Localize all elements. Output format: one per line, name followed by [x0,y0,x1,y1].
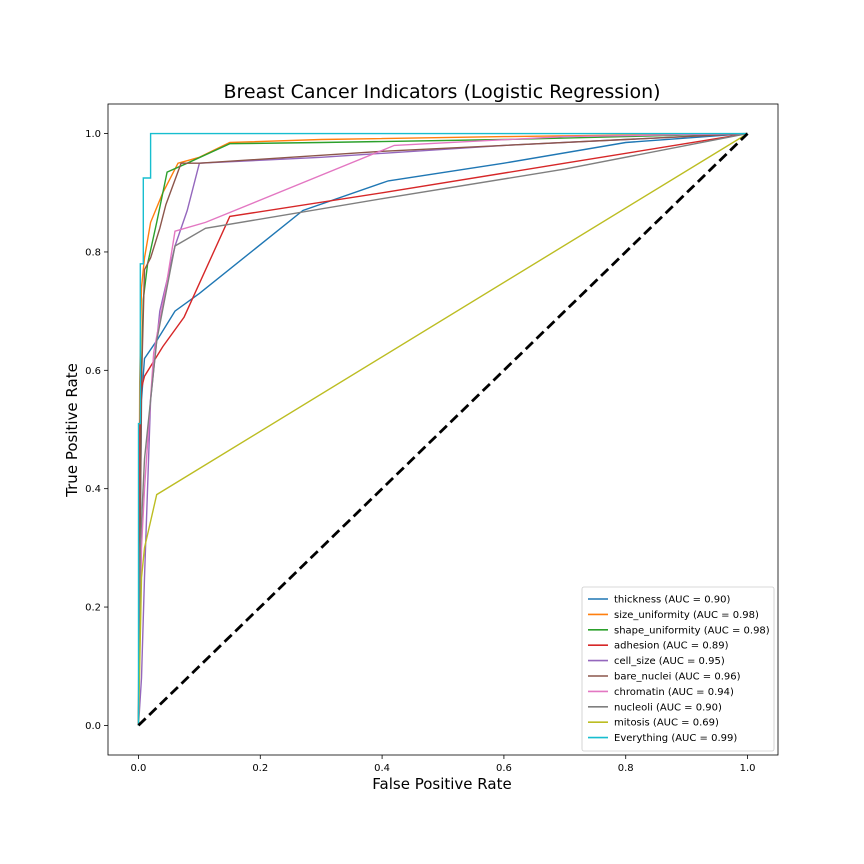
x-tick-label: 0.2 [252,763,268,774]
axes-frame [107,103,779,756]
y-tick-label: 0.6 [85,366,101,377]
legend-label-3: adhesion (AUC = 0.89) [614,641,729,652]
legend-label-9: Everything (AUC = 0.99) [614,733,737,744]
legend-box [581,586,775,752]
y-tick-label: 1.0 [85,129,101,140]
legend-label-4: cell_size (AUC = 0.95) [614,656,725,667]
x-tick-label: 0.0 [131,763,147,774]
roc-line-5 [137,132,748,726]
y-axis-label: True Positive Rate [63,363,81,498]
roc-line-0 [137,132,748,726]
plot-area: 0.0 0.2 0.4 0.6 0.8 1.0 0.0 0.2 0.4 0.6 0.8 1.0 thic… [85,103,779,774]
x-tick-label: 1.0 [740,763,756,774]
legend-label-8: mitosis (AUC = 0.69) [614,718,719,729]
chart-title: Breast Cancer Indicators (Logistic Regre… [223,81,660,103]
x-tick-label: 0.6 [496,763,512,774]
x-tick-label: 0.4 [374,763,390,774]
diagonal-reference-line [137,132,749,727]
roc-line-1 [137,132,748,726]
legend-label-0: thickness (AUC = 0.90) [614,595,730,606]
y-tick-label: 0.4 [85,484,101,495]
legend-label-7: nucleoli (AUC = 0.90) [614,702,722,713]
legend-label-6: chromatin (AUC = 0.94) [614,687,734,698]
roc-line-9 [137,132,748,726]
roc-line-7 [137,132,748,726]
y-tick-label: 0.2 [85,603,101,614]
y-tick-label: 0.8 [85,247,101,258]
roc-line-6 [137,132,748,726]
legend-label-5: bare_nuclei (AUC = 0.96) [614,672,741,683]
x-axis-label: False Positive Rate [372,775,511,793]
legend-label-2: shape_uniformity (AUC = 0.98) [614,625,770,636]
x-tick-label: 0.8 [618,763,634,774]
y-tick-label: 0.0 [85,721,101,732]
legend-label-1: size_uniformity (AUC = 0.98) [614,610,759,621]
roc-line-8 [137,133,748,726]
